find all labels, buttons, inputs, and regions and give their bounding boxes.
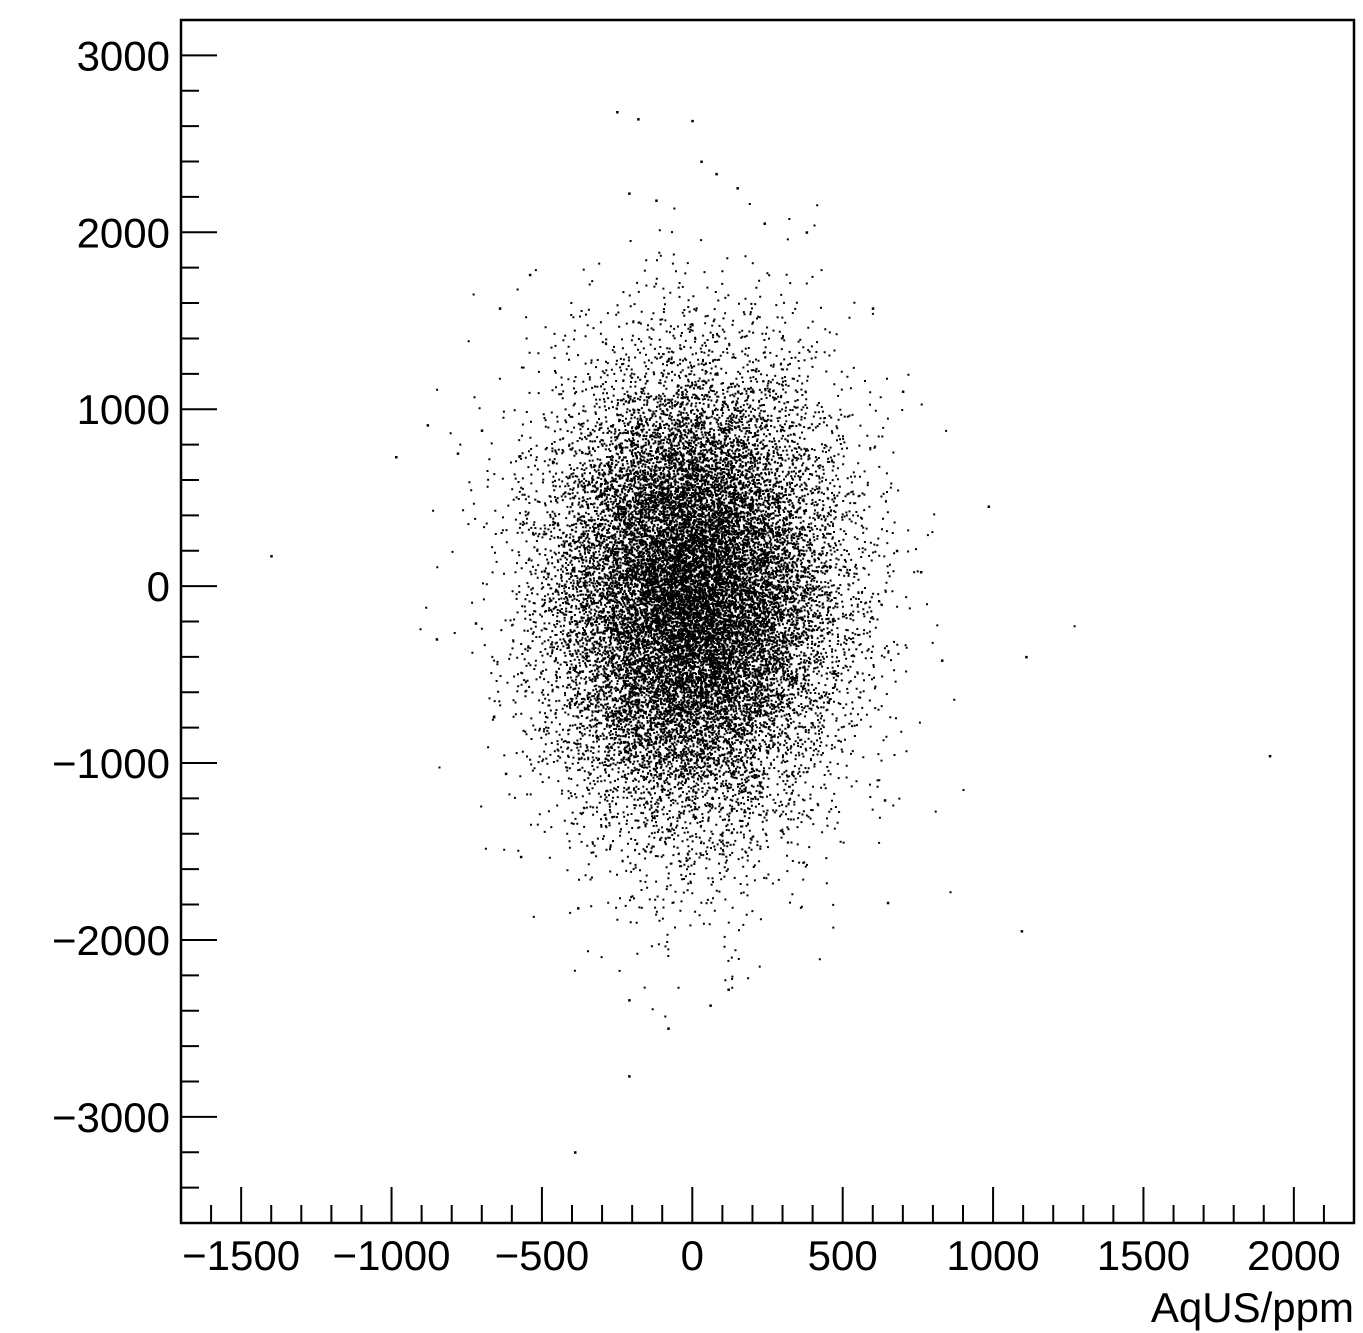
data-point [940,659,944,662]
data-point [616,110,619,114]
data-point [655,199,658,202]
x-tick-label: 0 [681,1232,704,1279]
data-point [577,907,580,910]
data-point [528,273,532,277]
data-point [628,999,631,1002]
data-point [691,119,694,123]
y-axis-tick-labels: 3000 2000 1000 0 −1000 −2000 −3000 [52,32,170,1140]
y-tick-label: 3000 [77,32,170,79]
data-point [456,452,460,455]
data-point [700,160,703,164]
data-point [1025,655,1028,659]
data-point [637,118,640,121]
x-tick-label: −1000 [333,1232,451,1279]
data-point [395,455,398,459]
y-tick-label: 1000 [77,386,170,433]
data-point [919,570,923,574]
y-tick-label: −3000 [52,1094,170,1141]
data-point [498,307,502,310]
x-axis-title: AqUS/ppm [1151,1284,1354,1331]
data-point [628,192,631,195]
data-point [987,505,991,509]
data-point [901,390,905,394]
data-point [628,1075,631,1078]
data-point [504,772,508,776]
data-point [270,555,273,558]
data-point [709,1004,712,1007]
data-point [492,716,496,719]
data-point [736,187,739,190]
data-point [763,222,766,225]
data-point [883,799,887,802]
point-cloud [419,203,1076,1018]
x-tick-label: 1000 [946,1232,1039,1279]
x-tick-label: 500 [808,1232,878,1279]
y-tick-label: 2000 [77,209,170,256]
data-point [727,988,730,991]
data-point [519,855,523,859]
x-tick-label: −1500 [182,1232,300,1279]
y-tick-label: −2000 [52,917,170,964]
data-point [435,638,439,641]
data-point [886,901,890,905]
y-tick-label: 0 [147,563,170,610]
data-point [474,622,478,625]
data-point [480,429,484,432]
y-tick-label: −1000 [52,740,170,787]
data-point [574,1151,577,1154]
x-tick-label: 1500 [1097,1232,1190,1279]
data-points [270,110,1272,1154]
data-point [805,231,809,234]
y-axis-ticks [181,19,217,1224]
x-axis-tick-labels: −1500 −1000 −500 0 500 1000 1500 2000 [182,1232,1340,1279]
data-point [667,1027,670,1030]
data-point [895,549,899,553]
x-axis-ticks [180,1187,1355,1223]
x-tick-label: −500 [495,1232,590,1279]
data-point [715,172,718,176]
data-point [1268,754,1272,758]
data-point [871,307,875,310]
data-point [426,424,430,427]
data-point [1020,930,1024,933]
x-tick-label: 2000 [1247,1232,1340,1279]
